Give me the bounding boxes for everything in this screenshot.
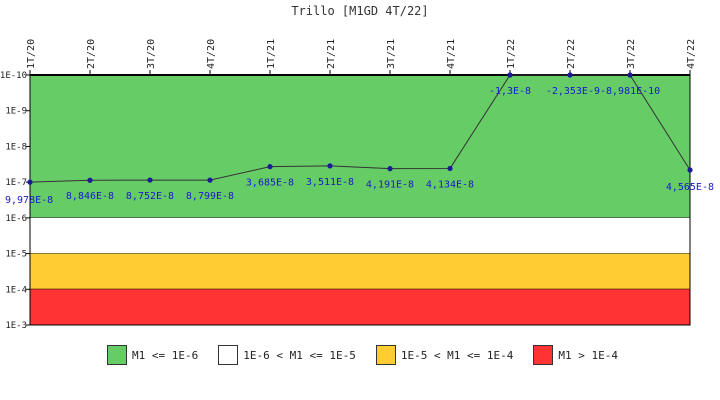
- legend-label: 1E-6 < M1 <= 1E-5: [243, 348, 356, 362]
- x-tick-label: 4T/21: [446, 39, 457, 69]
- data-point: [447, 165, 453, 172]
- legend-swatch: [533, 345, 554, 365]
- threshold-bands: [30, 75, 690, 326]
- data-label: -2,353E-9: [546, 86, 600, 97]
- band-2: [30, 253, 690, 290]
- data-label: -8,981E-10: [600, 86, 660, 97]
- band-3: [30, 289, 690, 325]
- series-path: [29, 74, 691, 183]
- data-point: [147, 177, 153, 183]
- band-1: [30, 217, 690, 254]
- data-point: [627, 72, 633, 78]
- x-tick-label: 3T/20: [146, 39, 157, 69]
- y-tick-label: 1E-3: [5, 321, 27, 331]
- legend-label: 1E-5 < M1 <= 1E-4: [400, 348, 514, 362]
- data-label: 4,565E-8: [666, 182, 714, 193]
- y-tick-label: 1E-10: [0, 71, 27, 81]
- x-tick-label: 4T/22: [686, 39, 697, 69]
- legend-item: M1 > 1E-4: [533, 345, 618, 365]
- legend-label: M1 > 1E-4: [558, 348, 619, 362]
- data-label: -1,3E-8: [489, 86, 531, 97]
- legend: M1 <= 1E-6 1E-6 < M1 <= 1E-5 1E-5 < M1 <= …: [107, 345, 638, 365]
- y-tick-label: 1E-6: [5, 214, 27, 224]
- y-tick-label: 1E-7: [5, 178, 27, 188]
- data-label: 3,511E-8: [306, 177, 354, 188]
- data-point: [327, 163, 333, 169]
- data-point: [387, 166, 393, 172]
- data-labels: 9,978E-8 8,846E-8 8,752E-8 8,799E-8 3,685E-8…: [5, 86, 714, 206]
- data-label: 8,846E-8: [66, 191, 114, 202]
- data-label: 4,191E-8: [366, 180, 414, 191]
- legend-label: M1 <= 1E-6: [132, 348, 199, 362]
- legend-swatch: [107, 345, 127, 365]
- chart-svg: Trillo [M1GD 4T/22] 1E-10 1E-9 1E-8 1E-7 1E-…: [0, 4, 714, 331]
- data-point: [507, 72, 513, 78]
- x-tick-label: 3T/21: [386, 39, 397, 69]
- x-tick-label: 1T/20: [26, 39, 37, 69]
- data-point: [27, 179, 33, 185]
- y-tick-label: 1E-8: [5, 142, 27, 152]
- y-tick-label: 1E-4: [5, 285, 27, 295]
- y-tick-label: 1E-5: [5, 250, 27, 260]
- x-tick-label: 2T/21: [326, 39, 337, 69]
- data-label: 9,978E-8: [5, 195, 53, 206]
- data-point: [687, 167, 693, 173]
- x-tick-label: 4T/20: [206, 39, 217, 69]
- legend-item: 1E-6 < M1 <= 1E-5: [218, 345, 356, 365]
- legend-item: M1 <= 1E-6: [107, 345, 198, 365]
- legend-item: 1E-5 < M1 <= 1E-4: [375, 345, 514, 365]
- data-point: [567, 72, 573, 78]
- series-line: [27, 72, 693, 185]
- data-label: 8,799E-8: [186, 191, 234, 202]
- y-tick-label: 1E-9: [5, 107, 27, 117]
- x-tick-label: 2T/22: [566, 39, 577, 69]
- chart-title: Trillo [M1GD 4T/22]: [291, 4, 428, 18]
- data-point: [267, 164, 273, 170]
- legend-swatch: [375, 345, 396, 365]
- data-point: [87, 177, 93, 183]
- x-tick-label: 1T/21: [266, 39, 277, 69]
- data-label: 4,134E-8: [426, 179, 474, 190]
- x-tick-label: 3T/22: [626, 39, 637, 69]
- legend-swatch: [218, 345, 239, 365]
- x-tick-label: 2T/20: [86, 39, 97, 69]
- data-point: [207, 177, 213, 183]
- data-label: 3,685E-8: [246, 178, 294, 189]
- data-label: 8,752E-8: [126, 191, 174, 202]
- x-tick-label: 1T/22: [506, 39, 517, 69]
- band-0: [30, 75, 690, 218]
